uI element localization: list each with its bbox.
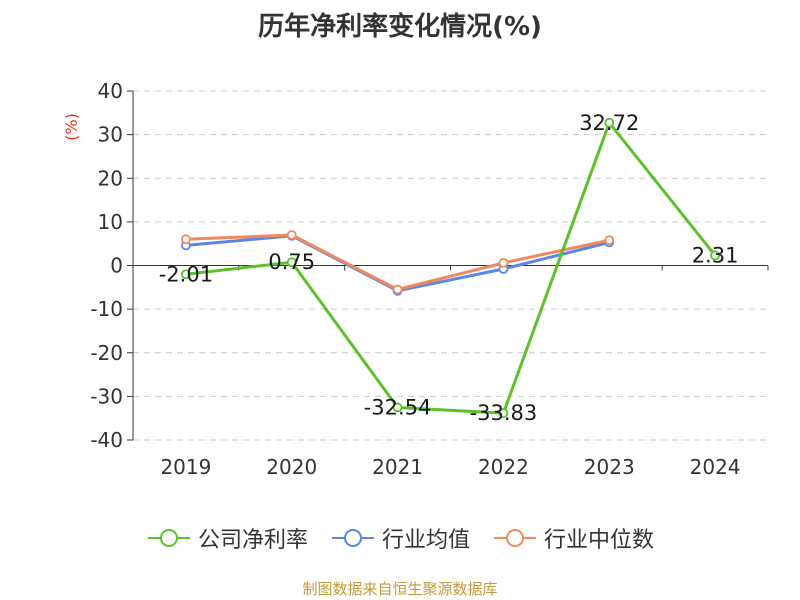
grid-lines (133, 90, 768, 441)
legend-item[interactable]: 公司净利率 (146, 522, 308, 554)
x-tick-label: 2019 (160, 455, 211, 479)
data-point (286, 257, 297, 268)
legend-marker-icon (147, 529, 190, 547)
source-note: 制图数据来自恒生聚源数据库 (302, 580, 498, 598)
series-lines (181, 117, 720, 418)
y-tick-label: 40 (98, 79, 123, 103)
data-point (392, 402, 403, 413)
data-point (181, 234, 191, 245)
x-tick-label: 2024 (690, 455, 741, 479)
legend-marker-icon (494, 529, 536, 547)
series-line (184, 234, 611, 293)
y-tick-label: 0 (110, 254, 123, 278)
legend-item[interactable]: 行业均值 (330, 522, 470, 554)
data-label: 32.72 (579, 111, 639, 135)
axes: 40 30 20 10 0 -10 -20 -30 -40 2019 2020 2021 2022 202… (62, 79, 769, 479)
data-point (710, 250, 720, 261)
legend-marker-icon (331, 529, 374, 547)
data-label: 2.31 (692, 243, 739, 267)
data-label: -32.54 (364, 395, 432, 419)
y-tick-label: -30 (90, 384, 123, 408)
legend-label: 公司净利率 (197, 528, 308, 553)
x-tick-label: 2020 (266, 455, 317, 479)
series-line (184, 121, 717, 415)
data-point (604, 117, 615, 128)
y-tick-label: 20 (98, 166, 123, 190)
data-point (286, 230, 297, 240)
legend: 公司净利率 行业均值 行业中位数 (0, 522, 800, 554)
y-tick-label: 30 (98, 123, 123, 147)
x-tick-label: 2023 (584, 455, 635, 479)
legend-label: 行业均值 (381, 528, 470, 553)
legend-label: 行业中位数 (544, 528, 655, 553)
legend-item[interactable]: 行业中位数 (492, 522, 654, 554)
data-point (392, 284, 403, 295)
y-tick-label: -20 (90, 341, 123, 365)
data-point (181, 269, 191, 280)
x-tick-label: 2021 (372, 455, 423, 479)
data-label: -33.83 (470, 401, 538, 425)
data-label: -2.01 (159, 262, 213, 286)
data-point (498, 408, 509, 418)
data-point (604, 235, 615, 246)
y-tick-label: 10 (98, 210, 123, 234)
chart-title: 历年净利率变化情况(%) (258, 12, 542, 42)
data-label: 0.75 (268, 250, 315, 274)
y-axis-label: (%) (62, 113, 81, 141)
x-tick-label: 2022 (478, 455, 529, 479)
series-line (184, 233, 611, 291)
y-tick-label: -10 (90, 297, 123, 321)
data-labels: -2.01 0.75 -32.54 -33.83 32.72 2.31 (159, 111, 739, 425)
data-point (498, 257, 509, 268)
y-tick-label: -40 (90, 428, 123, 452)
